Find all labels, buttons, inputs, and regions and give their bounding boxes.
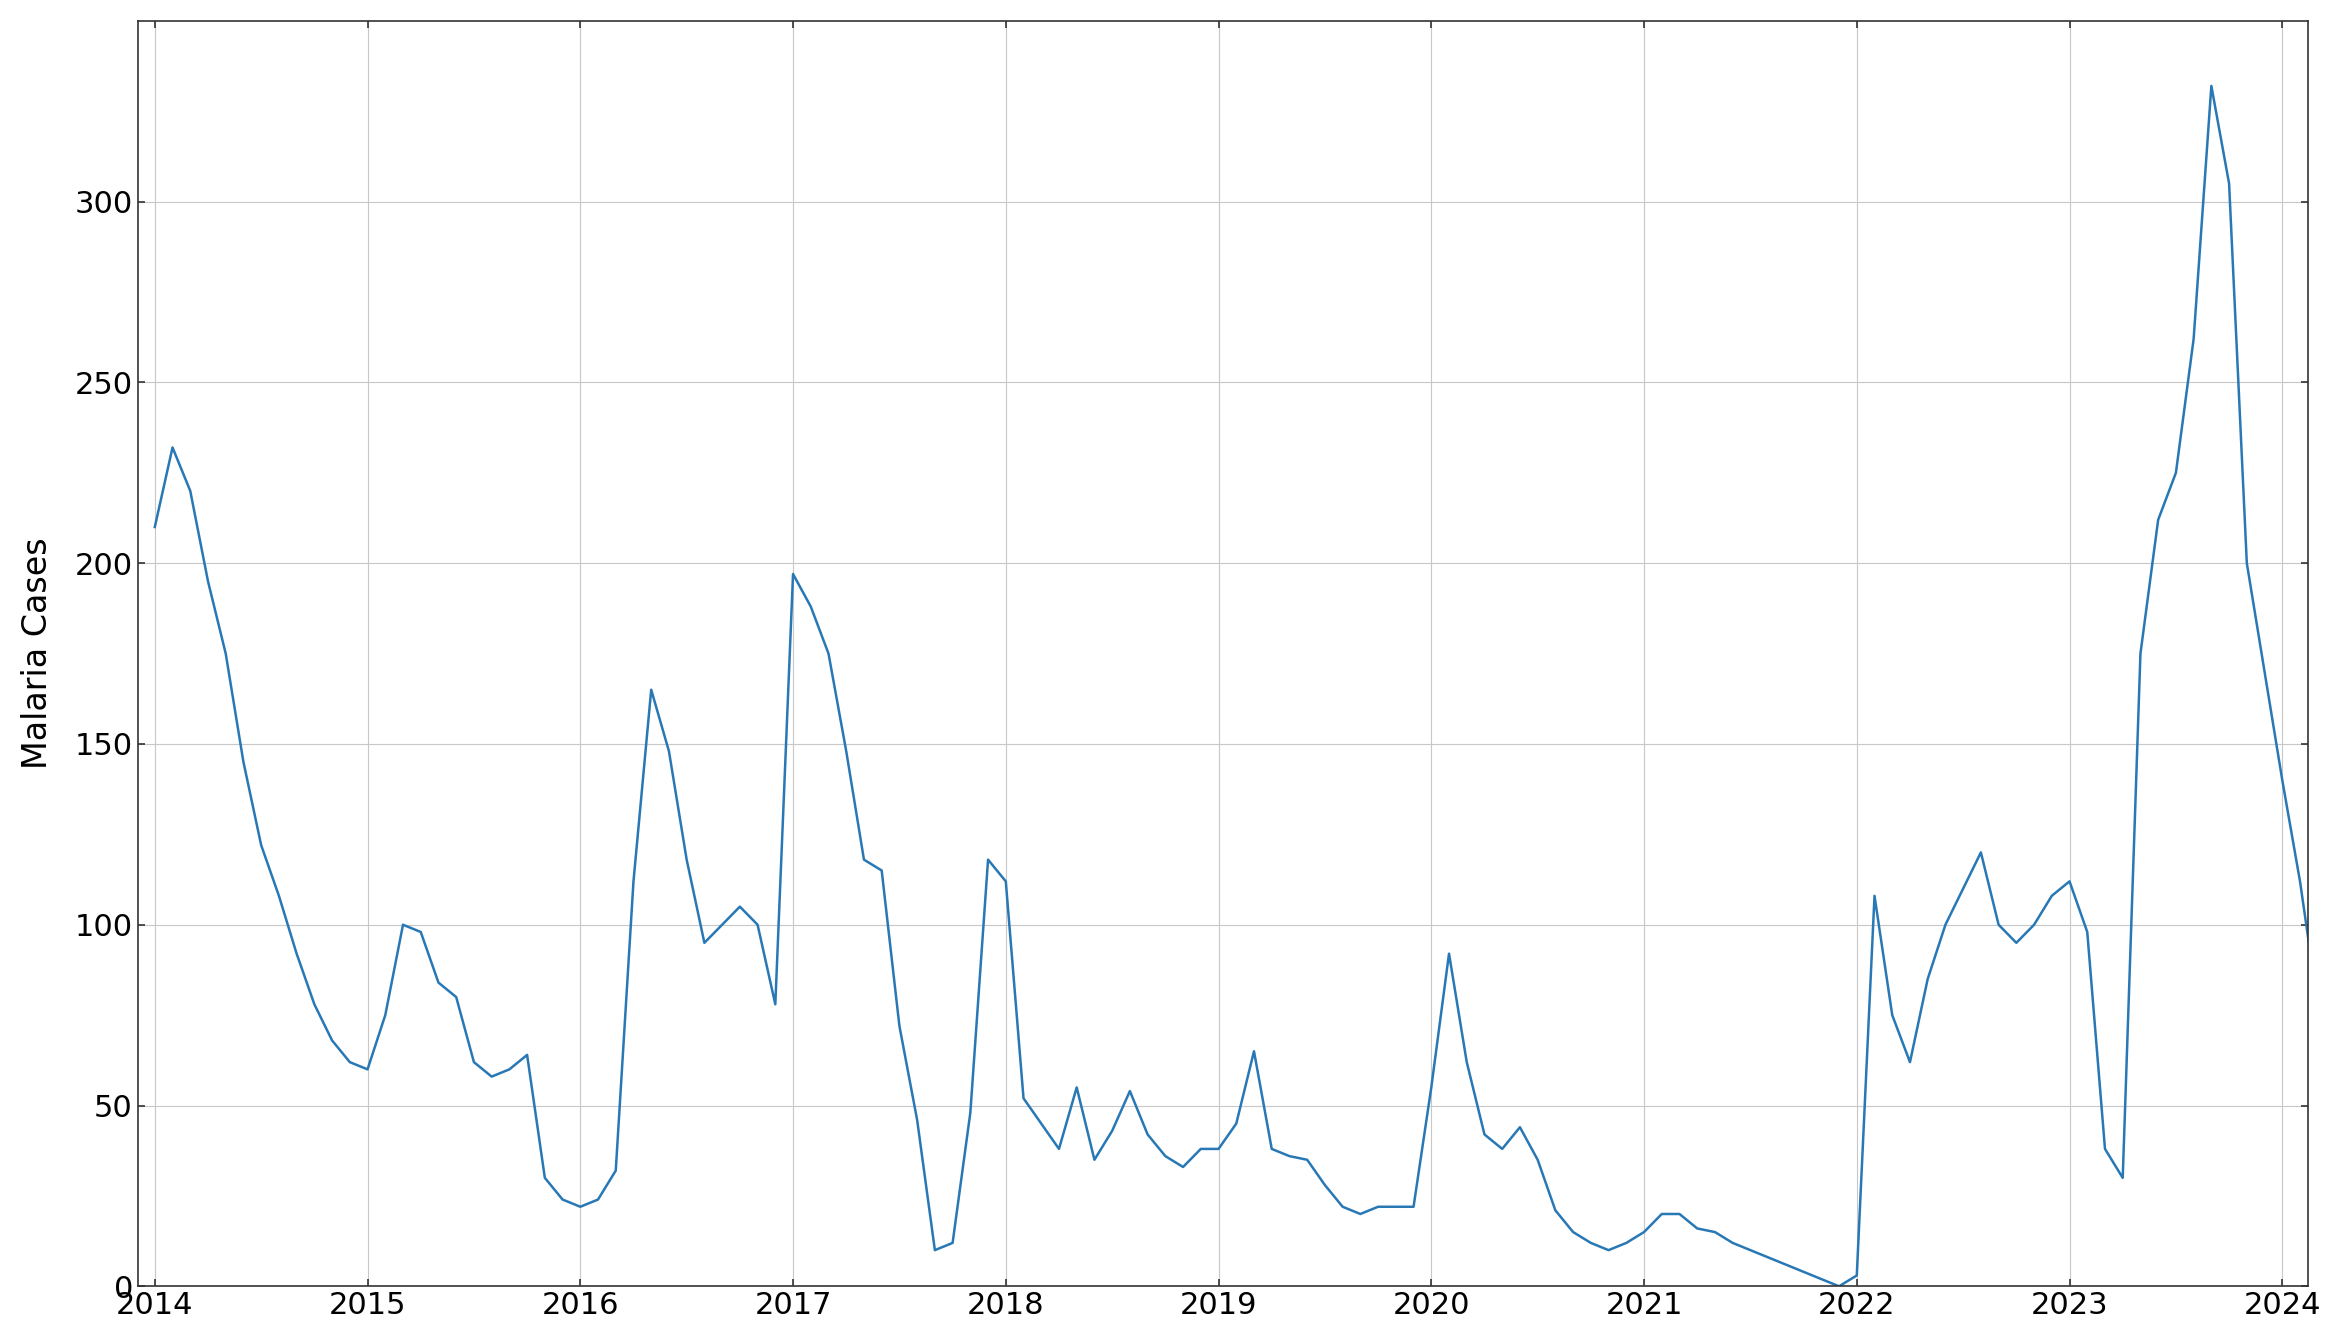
Y-axis label: Malaria Cases: Malaria Cases [21,538,54,770]
